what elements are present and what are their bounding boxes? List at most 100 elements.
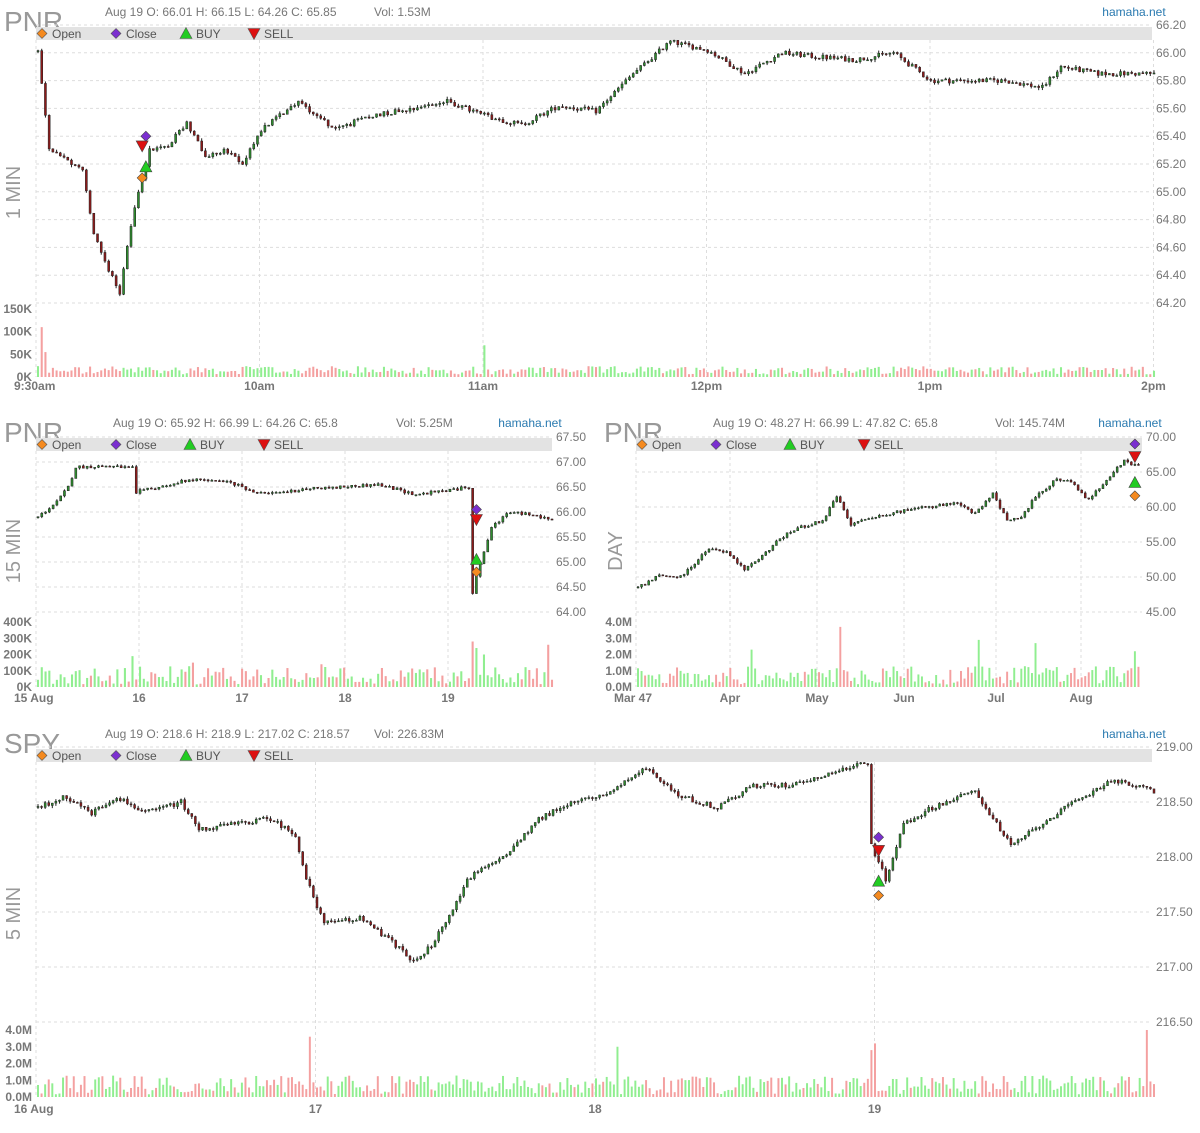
candle-body [991, 492, 995, 499]
legend-bar [636, 438, 1142, 451]
volume-bar [480, 1082, 483, 1097]
candle-body [422, 492, 425, 495]
volume-bar [48, 372, 51, 377]
legend-buy-label: BUY [200, 438, 225, 452]
volume-bar [498, 674, 501, 687]
candle-body [623, 780, 626, 786]
candle-body [724, 57, 728, 62]
candle-body [1038, 827, 1041, 829]
legend-open-icon [636, 439, 648, 450]
volume-bar [316, 1087, 318, 1097]
candle-body [72, 801, 76, 803]
volume-tick-label: 3.0M [605, 631, 632, 645]
candle-body [812, 777, 816, 782]
volume-bar [658, 367, 661, 377]
candle-body [1007, 80, 1011, 84]
volume-bar [312, 366, 315, 377]
volume-bar [170, 369, 173, 377]
volume-bar [546, 371, 549, 377]
candle-body [718, 549, 721, 552]
time-tick-label: 2pm [1141, 379, 1166, 393]
candle-body [448, 488, 452, 492]
volume-bar [781, 1077, 783, 1097]
candle-body [199, 478, 202, 481]
volume-bar [754, 368, 757, 377]
candle-body [624, 79, 628, 85]
volume-bar [613, 366, 616, 377]
volume-bar [1015, 370, 1018, 377]
candle-body [365, 920, 369, 923]
candle-body [538, 113, 542, 116]
volume-bar [736, 367, 739, 377]
candle-body [1138, 785, 1141, 788]
candle-body [803, 525, 807, 528]
candle-body [1018, 82, 1022, 86]
legend-open-icon [36, 439, 48, 450]
candle-body [573, 801, 576, 803]
candle-body [427, 104, 430, 107]
candle-body [789, 532, 792, 534]
volume-bar [183, 1092, 186, 1097]
volume-bar [713, 1082, 716, 1097]
candle-body [723, 801, 727, 804]
volume-tick-label: 3.0M [5, 1040, 32, 1054]
volume-bar [541, 1085, 544, 1097]
candle-body [233, 482, 236, 486]
volume-bar [591, 366, 594, 377]
candle-body [995, 492, 998, 501]
candle-body [991, 814, 995, 819]
volume-bar [448, 1081, 451, 1097]
legend-buy-icon [179, 748, 193, 761]
candle-body [1056, 71, 1059, 77]
volume-bar [263, 367, 266, 377]
candle-body [203, 479, 206, 481]
candle-body [165, 804, 169, 807]
candle-body [453, 102, 456, 107]
volume-bar [1112, 368, 1115, 377]
volume-bar [773, 1093, 776, 1097]
volume-bar [572, 371, 575, 377]
legend-close-icon [110, 28, 122, 39]
volume-bar [509, 1089, 512, 1097]
candle-body [835, 496, 838, 502]
candle-body [770, 783, 773, 785]
candle-body [920, 815, 923, 818]
volume-bar [501, 679, 504, 687]
candle-body [440, 926, 444, 932]
ohlc-header: Aug 19 O: 218.6 H: 218.9 L: 217.02 C: 21… [105, 727, 350, 741]
candle-body [1106, 781, 1109, 787]
candle-body [654, 576, 657, 581]
candle-body [1063, 805, 1066, 810]
candle-body [70, 159, 73, 165]
candle-body [115, 798, 118, 801]
volume-bar [620, 1094, 623, 1097]
price-tick-label: 65.00 [556, 555, 586, 569]
volume-bar [456, 676, 459, 687]
candle-body [408, 955, 412, 961]
candle-body [752, 783, 755, 788]
volume-bar [820, 1087, 823, 1097]
volume-bar [654, 679, 657, 687]
volume-bar [803, 369, 806, 377]
volume-bar [119, 1077, 122, 1097]
candle-body [460, 105, 464, 108]
candle-body [863, 762, 866, 764]
volume-bar [1077, 679, 1080, 687]
time-tick-label: 15 Aug [14, 691, 54, 705]
candle-body [729, 551, 732, 556]
price-tick-label: 64.00 [556, 605, 586, 619]
candle-body [127, 466, 130, 468]
legend-buy-label: BUY [800, 438, 825, 452]
candle-body [717, 55, 721, 59]
volume-bar [679, 670, 682, 687]
legend-buy-label: BUY [196, 749, 221, 763]
candle-body [36, 50, 40, 52]
volume-bar [566, 1078, 569, 1097]
volume-bar [554, 368, 557, 377]
price-tick-label: 216.50 [1156, 1015, 1193, 1029]
candle-body [512, 512, 516, 514]
volume-bar [403, 676, 406, 687]
volume-bar [885, 373, 888, 377]
volume-bar [838, 1093, 841, 1097]
volume-bar [828, 670, 831, 687]
